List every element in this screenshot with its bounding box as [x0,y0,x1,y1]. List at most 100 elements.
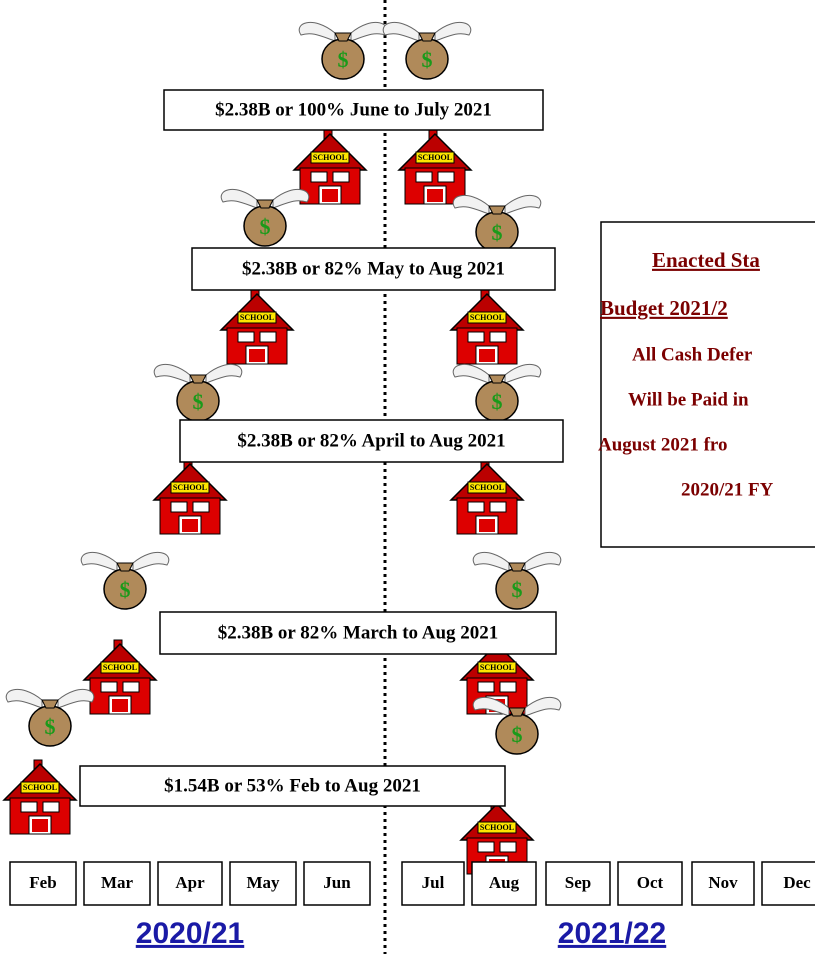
window [478,842,494,852]
wing [133,552,169,571]
dollar-sign: $ [193,389,204,414]
door-panel [427,189,443,202]
money-bag: $ [299,22,387,79]
wing [206,364,242,383]
page: Cash Deferrals {"labels": ["$2.38B or 10… [0,0,815,954]
month-label: Feb [29,873,56,892]
window [123,682,139,692]
school-sign: SCHOOL [103,663,137,672]
wing [505,364,541,383]
school-house: SCHOOL [4,760,76,834]
school-house: SCHOOL [399,130,471,204]
school-house: SCHOOL [451,460,523,534]
window [468,332,484,342]
dollar-sign: $ [492,220,503,245]
wing [473,552,509,571]
sidebar-line: August 2021 fro [598,434,728,455]
wing [154,364,190,383]
wing [505,195,541,214]
dollar-sign: $ [422,47,433,72]
year-label: 2020/21 [136,917,244,950]
sidebar-title: Enacted Sta [652,248,760,272]
door-panel [479,349,495,362]
window [490,502,506,512]
wing [453,364,489,383]
money-bag: $ [383,22,471,79]
deferral-label: $1.54B or 53% Feb to Aug 2021 [164,775,421,796]
dollar-sign: $ [120,577,131,602]
door-panel [479,519,495,532]
deferral-label: $2.38B or 100% June to July 2021 [215,99,492,120]
door-panel [112,699,128,712]
window [500,682,516,692]
school-sign: SCHOOL [470,313,504,322]
window [21,802,37,812]
deferral-label: $2.38B or 82% April to Aug 2021 [237,430,505,451]
window [478,682,494,692]
dollar-sign: $ [512,722,523,747]
deferral-label: $2.38B or 82% May to Aug 2021 [242,258,505,279]
school-sign: SCHOOL [313,153,347,162]
school-sign: SCHOOL [480,823,514,832]
door-panel [32,819,48,832]
month-label: Jun [323,873,351,892]
wing [351,22,387,41]
school-sign: SCHOOL [418,153,452,162]
body: SCHOOL SCHOOL SCHOOL SCHOOL SCHOOL SCHOOL SCHO… [0,0,815,954]
dollar-sign: $ [45,714,56,739]
dollar-sign: $ [512,577,523,602]
school-house: SCHOOL [451,290,523,364]
sidebar-line: 2020/21 FY [681,479,774,500]
window [468,502,484,512]
school-sign: SCHOOL [173,483,207,492]
month-label: Oct [637,873,664,892]
month-label: Jul [422,873,445,892]
door-panel [322,189,338,202]
sidebar-line: All Cash Defer [632,344,753,365]
school-house: SCHOOL [221,290,293,364]
wing [453,195,489,214]
window [171,502,187,512]
wing [221,189,257,208]
wing [273,189,309,208]
dollar-sign: $ [492,389,503,414]
window [311,172,327,182]
dollar-sign: $ [260,214,271,239]
window [43,802,59,812]
sidebar-line: Will be Paid in [628,389,749,410]
month-label: Aug [489,873,520,892]
money-bag: $ [6,689,94,746]
window [193,502,209,512]
door-panel [249,349,265,362]
door-panel [182,519,198,532]
diagram: SCHOOL SCHOOL SCHOOL SCHOOL SCHOOL SCHOOL SCHO… [0,0,815,954]
wing [435,22,471,41]
month-label: Apr [175,873,205,892]
wing [6,689,42,708]
money-bag: $ [453,195,541,252]
wing [525,697,561,716]
money-bag: $ [453,364,541,421]
window [490,332,506,342]
window [260,332,276,342]
month-label: Mar [101,873,134,892]
wing [81,552,117,571]
month-label: May [246,873,280,892]
school-house: SCHOOL [84,640,156,714]
window [238,332,254,342]
month-label: Sep [565,873,591,892]
window [438,172,454,182]
month-label: Dec [783,873,811,892]
school-sign: SCHOOL [240,313,274,322]
window [416,172,432,182]
wing [525,552,561,571]
money-bag: $ [81,552,169,609]
money-bag: $ [221,189,309,246]
school-sign: SCHOOL [480,663,514,672]
money-bag: $ [154,364,242,421]
school-sign: SCHOOL [23,783,57,792]
window [101,682,117,692]
wing [58,689,94,708]
wing [383,22,419,41]
